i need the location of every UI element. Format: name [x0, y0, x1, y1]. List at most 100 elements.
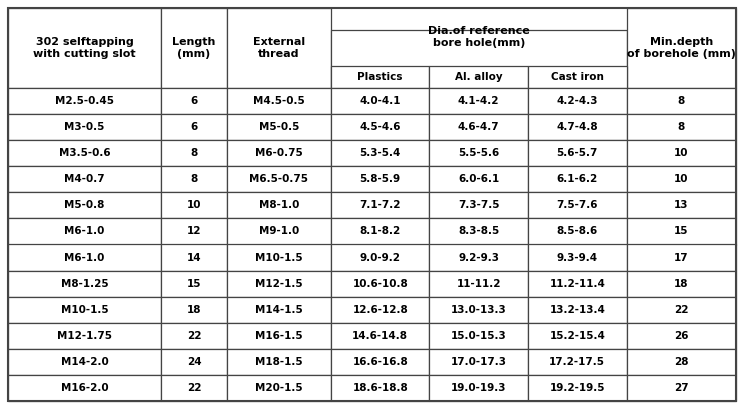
Text: 12.6-12.8: 12.6-12.8 — [353, 305, 408, 315]
Bar — [528, 192, 626, 218]
Bar — [8, 349, 161, 375]
Text: 27: 27 — [674, 383, 689, 393]
Bar — [227, 271, 331, 297]
Text: Plastics: Plastics — [357, 72, 403, 82]
Bar — [528, 114, 626, 140]
Text: 16.6-16.8: 16.6-16.8 — [353, 357, 408, 367]
Bar — [8, 245, 161, 271]
Bar — [331, 323, 429, 349]
Bar — [161, 166, 227, 192]
Bar — [626, 218, 736, 245]
Bar — [331, 88, 429, 114]
Bar — [429, 349, 528, 375]
Bar — [429, 375, 528, 401]
Text: M10-1.5: M10-1.5 — [61, 305, 109, 315]
Bar — [161, 323, 227, 349]
Bar — [8, 271, 161, 297]
Text: 8: 8 — [190, 148, 198, 158]
Bar — [8, 114, 161, 140]
Text: M12-1.5: M12-1.5 — [255, 279, 303, 289]
Bar — [8, 140, 161, 166]
Bar — [429, 114, 528, 140]
Bar — [161, 245, 227, 271]
Bar — [227, 88, 331, 114]
Text: 10: 10 — [674, 148, 688, 158]
Text: 13.2-13.4: 13.2-13.4 — [549, 305, 605, 315]
Text: 302 selftapping
with cutting slot: 302 selftapping with cutting slot — [33, 37, 136, 59]
Text: Dia.of reference
bore hole(mm): Dia.of reference bore hole(mm) — [428, 26, 530, 48]
Bar — [8, 88, 161, 114]
Bar — [528, 140, 626, 166]
Text: 8: 8 — [678, 122, 685, 132]
Bar — [331, 271, 429, 297]
Bar — [331, 166, 429, 192]
Text: 4.2-4.3: 4.2-4.3 — [557, 96, 598, 106]
Text: 22: 22 — [187, 383, 202, 393]
Bar — [626, 245, 736, 271]
Bar — [227, 166, 331, 192]
Text: 8.3-8.5: 8.3-8.5 — [458, 227, 499, 236]
Bar — [8, 192, 161, 218]
Text: M16-1.5: M16-1.5 — [255, 331, 303, 341]
Bar — [227, 323, 331, 349]
Text: M20-1.5: M20-1.5 — [255, 383, 303, 393]
Text: Min.depth
of borehole (mm): Min.depth of borehole (mm) — [627, 37, 736, 59]
Bar — [161, 271, 227, 297]
Bar — [161, 375, 227, 401]
Text: M3-0.5: M3-0.5 — [65, 122, 105, 132]
Bar — [8, 166, 161, 192]
Bar — [8, 297, 161, 323]
Text: M12-1.75: M12-1.75 — [57, 331, 112, 341]
Text: M9-1.0: M9-1.0 — [259, 227, 299, 236]
Text: M5-0.5: M5-0.5 — [259, 122, 299, 132]
Bar — [331, 297, 429, 323]
Bar — [331, 375, 429, 401]
Text: 4.1-4.2: 4.1-4.2 — [458, 96, 499, 106]
Text: 13: 13 — [674, 200, 688, 210]
Bar — [331, 140, 429, 166]
Text: 9.0-9.2: 9.0-9.2 — [359, 252, 401, 263]
Text: 18.6-18.8: 18.6-18.8 — [353, 383, 408, 393]
Bar — [626, 375, 736, 401]
Text: 15: 15 — [187, 279, 202, 289]
Bar — [8, 323, 161, 349]
Text: 22: 22 — [187, 331, 202, 341]
Text: 10: 10 — [187, 200, 202, 210]
Text: 15.0-15.3: 15.0-15.3 — [451, 331, 507, 341]
Bar — [528, 271, 626, 297]
Bar — [8, 218, 161, 245]
Text: 18: 18 — [674, 279, 688, 289]
Text: 14: 14 — [187, 252, 202, 263]
Bar — [528, 323, 626, 349]
Bar — [429, 323, 528, 349]
Text: 19.0-19.3: 19.0-19.3 — [451, 383, 507, 393]
Bar — [528, 375, 626, 401]
Text: M6-0.75: M6-0.75 — [255, 148, 303, 158]
Bar — [227, 349, 331, 375]
Text: M6-1.0: M6-1.0 — [65, 227, 105, 236]
Bar — [429, 88, 528, 114]
Bar — [227, 140, 331, 166]
Text: 5.5-5.6: 5.5-5.6 — [458, 148, 499, 158]
Text: M4-0.7: M4-0.7 — [64, 174, 105, 184]
Text: Cast iron: Cast iron — [551, 72, 603, 82]
Bar — [161, 297, 227, 323]
Bar — [626, 140, 736, 166]
Text: 17.2-17.5: 17.2-17.5 — [549, 357, 606, 367]
Bar — [161, 349, 227, 375]
Bar — [227, 8, 331, 88]
Bar — [8, 8, 161, 88]
Text: M5-0.8: M5-0.8 — [65, 200, 105, 210]
Bar — [626, 297, 736, 323]
Bar — [331, 245, 429, 271]
Text: M6-1.0: M6-1.0 — [65, 252, 105, 263]
Text: External
thread: External thread — [253, 37, 305, 59]
Bar — [331, 66, 429, 88]
Text: 11.2-11.4: 11.2-11.4 — [549, 279, 605, 289]
Bar — [429, 140, 528, 166]
Text: 5.6-5.7: 5.6-5.7 — [557, 148, 598, 158]
Text: 17.0-17.3: 17.0-17.3 — [451, 357, 507, 367]
Bar — [227, 218, 331, 245]
Text: 11-11.2: 11-11.2 — [457, 279, 501, 289]
Bar — [528, 297, 626, 323]
